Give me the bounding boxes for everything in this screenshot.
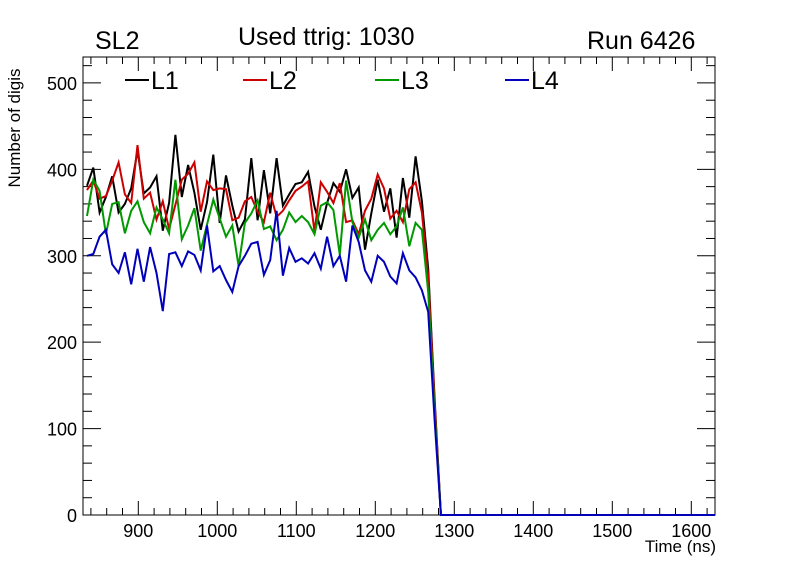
chart-title: Used ttrig: 1030	[238, 23, 415, 51]
legend-label-l2: L2	[269, 67, 297, 95]
y-tick-label: 100	[47, 420, 77, 440]
y-axis-label: Number of digis	[5, 68, 24, 187]
plot-frame	[82, 56, 716, 516]
superlayer-label: SL2	[95, 27, 140, 55]
x-tick-label: 1500	[592, 521, 632, 541]
y-tick-label: 500	[47, 74, 77, 94]
x-axis-label: Time (ns)	[645, 537, 716, 556]
x-tick-label: 900	[123, 521, 153, 541]
series-line-l2	[86, 144, 715, 516]
x-tick-label: 1400	[513, 521, 553, 541]
legend-label-l1: L1	[151, 67, 179, 95]
legend: L1 L2 L3 L4	[125, 67, 559, 95]
legend-label-l3: L3	[401, 67, 429, 95]
y-tick-label: 200	[47, 333, 77, 353]
series-line-l4	[86, 210, 715, 516]
x-tick-label: 1600	[671, 521, 711, 541]
series-layer	[86, 134, 715, 516]
x-tick-label: 1100	[277, 521, 316, 541]
axis-ticks: 900 1000 1100 1200 1300 1400 1500 1600 0 100 200 30…	[47, 57, 715, 541]
y-tick-label: 0	[67, 506, 77, 526]
series-line-l3	[86, 176, 715, 516]
series-line-l1	[86, 134, 715, 516]
x-tick-label: 1000	[197, 521, 237, 541]
x-tick-label: 1200	[355, 521, 395, 541]
y-tick-label: 400	[47, 160, 77, 180]
run-number-label: Run 6426	[587, 27, 696, 55]
legend-label-l4: L4	[531, 67, 559, 95]
y-tick-label: 300	[47, 247, 77, 267]
x-tick-label: 1300	[434, 521, 474, 541]
